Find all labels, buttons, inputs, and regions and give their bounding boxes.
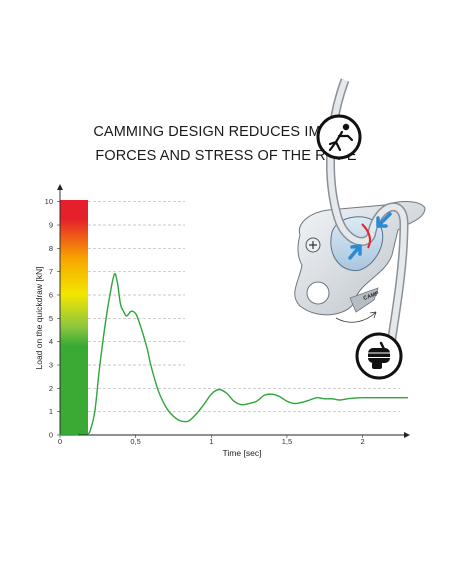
y-tick-label: 10 [45, 197, 53, 206]
axes [57, 184, 410, 438]
y-tick-label: 8 [49, 244, 53, 253]
x-axis-arrow [404, 432, 410, 438]
y-axis-arrow [57, 184, 63, 190]
y-tick-label: 0 [49, 431, 53, 440]
climber-falling-icon [316, 114, 362, 160]
chart-title-line-2: FORCES AND STRESS OF THE ROPE [95, 148, 357, 164]
red-pinch-mark [361, 223, 371, 249]
chart-title-line-1: CAMMING DESIGN REDUCES IMPACT [93, 124, 359, 140]
y-tick-label: 3 [49, 361, 53, 370]
y-tick-label: 9 [49, 221, 53, 230]
rotation-arrow [335, 311, 377, 323]
rope-loop-core [369, 203, 408, 351]
chart-title: CAMMING DESIGN REDUCES IMPACT FORCES AND… [0, 120, 452, 168]
device-hole [306, 281, 330, 305]
pivot-plus [309, 241, 317, 249]
x-tick-label: 0 [58, 437, 62, 446]
y-tick-label: 7 [49, 267, 53, 276]
x-tick-label: 2 [361, 437, 365, 446]
y-tick-label: 1 [49, 407, 53, 416]
y-tick-label: 6 [49, 291, 53, 300]
load-curve-line [59, 272, 408, 436]
y-tick-label: 4 [49, 337, 53, 346]
device-logo: CAMP [363, 291, 381, 302]
rotation-arrowhead [369, 311, 377, 319]
x-tick-label: 0,5 [130, 437, 140, 446]
x-tick-label: 1,5 [282, 437, 292, 446]
lever [349, 287, 379, 313]
arrow-blue-lower [348, 244, 362, 260]
x-axis-label: Time [sec] [223, 448, 262, 458]
load-color-scale [60, 200, 88, 435]
y-tick-label: 2 [49, 384, 53, 393]
grid-lines [88, 201, 400, 413]
rope-strand-upper-core [327, 78, 375, 245]
belay-device-illustration: CAMP [294, 78, 426, 380]
x-tick-label: 1 [209, 437, 213, 446]
arrow-blue-upper [376, 212, 392, 228]
y-axis-label: Load on the quickdraw [kN] [34, 266, 44, 369]
hand-grip-icon [355, 332, 403, 380]
y-tick-label: 5 [49, 314, 53, 323]
tick-labels: 0 1 2 3 4 5 6 7 8 9 10 0 0,5 1 1,5 2 [45, 197, 365, 446]
